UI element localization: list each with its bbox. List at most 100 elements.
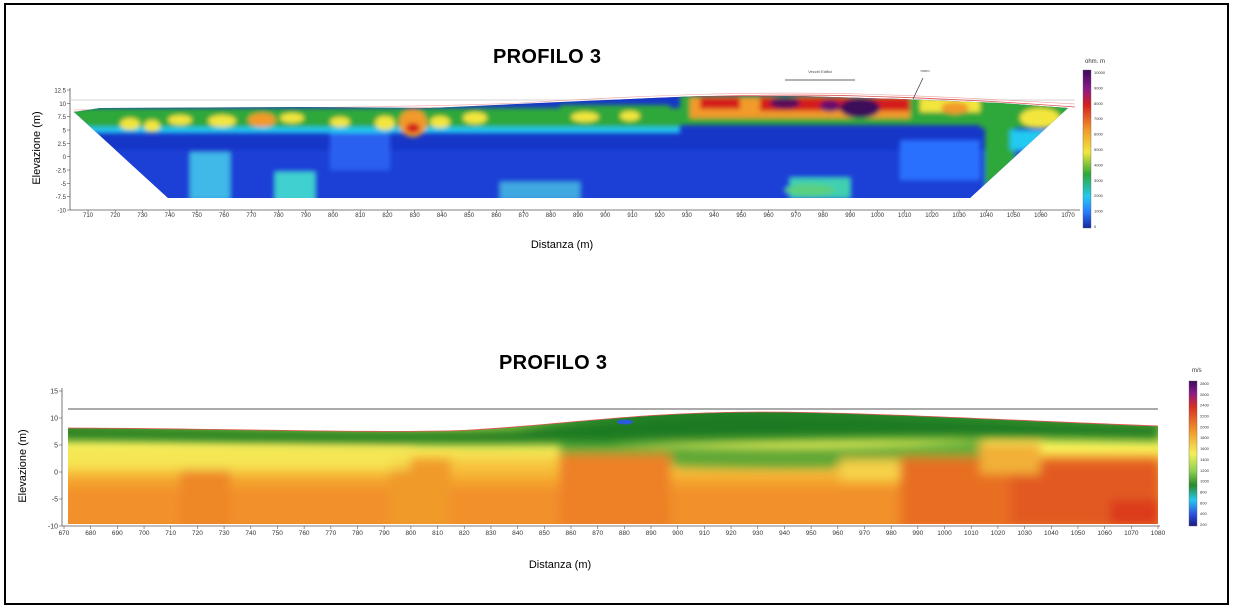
chart1-x-tick-label: 1060	[1034, 213, 1048, 219]
chart2-x-tick-label: 780	[352, 530, 363, 537]
chart1-x-tick-label: 800	[328, 213, 339, 219]
chart2-x-tick-label: 770	[325, 530, 336, 537]
chart2-x-tick-label: 1030	[1017, 530, 1032, 537]
chart2-x-tick-label: 910	[699, 530, 710, 537]
chart2-x-tick-label: 1040	[1044, 530, 1059, 537]
chart2-x-tick-label: 900	[672, 530, 683, 537]
chart2-x-tick-label: 1010	[964, 530, 979, 537]
chart2-x-tick-label: 840	[512, 530, 523, 537]
chart2-x-tick-label: 920	[726, 530, 737, 537]
chart2-colorbar-tick-label: 1200	[1200, 468, 1210, 473]
chart2-x-tick-label: 680	[85, 530, 96, 537]
chart1-colorbar-tick-label: 2000	[1094, 193, 1104, 198]
chart2-x-tick-label: 700	[139, 530, 150, 537]
chart1-colorbar-tick-label: 6000	[1094, 132, 1104, 137]
chart2-x-tick-label: 730	[219, 530, 230, 537]
chart1-svg: -10 -7.5 -5 -2.5 0 2.5 5 7.5 10 12.5 710 720 730 740…	[31, 59, 1106, 251]
chart2-y-tick-label: 15	[50, 389, 58, 396]
chart1-x-tick-label: 890	[573, 213, 584, 219]
chart1-x-tick-label: 940	[709, 213, 720, 219]
chart2-ylabel: Elevazione (m)	[17, 429, 29, 502]
chart2-colorbar-tick-label: 1600	[1200, 446, 1210, 451]
chart1-x-tick-label: 1040	[980, 213, 994, 219]
chart2-x-tick-label: 930	[752, 530, 763, 537]
chart2-x-tick-label: 790	[379, 530, 390, 537]
chart1-x-tick-label: 850	[464, 213, 475, 219]
chart2-colorbar-tick-label: 2200	[1200, 414, 1210, 419]
chart2-colorbar-tick-label: 2600	[1200, 392, 1210, 397]
chart2-heatmap	[68, 412, 1158, 524]
chart2-colorbar-tick-label: 1000	[1200, 479, 1210, 484]
chart1-colorbar-tick-label: 10000	[1094, 70, 1106, 75]
chart2-x-tick-label: 850	[539, 530, 550, 537]
chart1-x-tick-label: 720	[110, 213, 121, 219]
chart1-x-tick-label: 810	[355, 213, 366, 219]
chart1-x-tick-label: 1050	[1007, 213, 1021, 219]
chart1-y-tick-label: 5	[63, 129, 67, 135]
chart1-x-tick-label: 1000	[871, 213, 885, 219]
chart1-x-tick-label: 1020	[925, 213, 939, 219]
chart1-x-tick-label: 880	[546, 213, 557, 219]
chart2-x-tick-label: 870	[592, 530, 603, 537]
chart2-x-tick-label: 860	[566, 530, 577, 537]
chart2-x-tick-label: 1000	[937, 530, 952, 537]
chart1-colorbar-tick-label: 8000	[1094, 101, 1104, 106]
chart2-title: PROFILO 3	[499, 352, 608, 374]
chart1-colorbar-tick-label: 5000	[1094, 147, 1104, 152]
chart1-x-tick-label: 750	[192, 213, 203, 219]
chart2-x-tick-label: 950	[806, 530, 817, 537]
chart1-heatmap	[74, 96, 1068, 198]
chart2-x-tick-label: 970	[859, 530, 870, 537]
chart1-x-tick-label: 920	[655, 213, 666, 219]
chart1-x-tick-label: 840	[437, 213, 448, 219]
chart2-x-tick-label: 960	[832, 530, 843, 537]
chart2-x-tick-label: 940	[779, 530, 790, 537]
chart1-y-tick-label: -5	[61, 182, 67, 188]
chart2-y-tick-label: -5	[52, 497, 58, 504]
chart2-x-tick-label: 1080	[1151, 530, 1166, 537]
chart1-x-tick-label: 930	[682, 213, 693, 219]
chart2-x-tick-label: 750	[272, 530, 283, 537]
chart1-x-tick-label: 820	[382, 213, 393, 219]
chart1-y-tick-label: 12.5	[54, 89, 66, 95]
chart1-x-tick-label: 1070	[1061, 213, 1075, 219]
chart1-title: PROFILO 3	[493, 46, 602, 68]
chart1-x-tick-label: 790	[301, 213, 312, 219]
chart2-x-tick-label: 1050	[1071, 530, 1086, 537]
chart2-colorbar-tick-label: 800	[1200, 489, 1207, 494]
chart1-y-tick-label: -10	[57, 209, 66, 215]
chart2-colorbar-tick-label: 600	[1200, 500, 1207, 505]
chart2-x-tick-label: 800	[405, 530, 416, 537]
chart1-colorbar	[1082, 69, 1092, 229]
chart2-x-tick-label: 890	[646, 530, 657, 537]
chart1-colorbar-tick-label: 3000	[1094, 178, 1104, 183]
chart2-y-tick-label: -10	[48, 524, 58, 531]
chart2-x-tick-label: 690	[112, 530, 123, 537]
chart1-x-tick-label: 960	[764, 213, 775, 219]
chart1-x-tick-label: 980	[818, 213, 829, 219]
chart2-x-tick-label: 710	[165, 530, 176, 537]
chart1-x-tick-label: 900	[600, 213, 611, 219]
chart1-x-tick-label: 770	[246, 213, 257, 219]
chart2-colorbar-tick-label: 2800	[1200, 381, 1210, 386]
chart2-colorbar-tick-label: 1800	[1200, 435, 1210, 440]
chart2-x-tick-label: 670	[59, 530, 70, 537]
chart2-x-tick-label: 880	[619, 530, 630, 537]
chart1-colorbar-tick-label: 7000	[1094, 116, 1104, 121]
chart2-x-tick-label: 980	[886, 530, 897, 537]
chart1-x-tick-label: 780	[274, 213, 285, 219]
chart2-y-tick-label: 5	[54, 443, 58, 450]
chart2-x-tick-label: 760	[299, 530, 310, 537]
chart1-x-tick-label: 910	[627, 213, 638, 219]
chart1-colorbar-tick-label: 1000	[1094, 209, 1104, 214]
chart1-colorbar-tick-label: 0	[1094, 224, 1097, 229]
chart1-x-tick-label: 760	[219, 213, 230, 219]
chart2-colorbar-tick-label: 1400	[1200, 457, 1210, 462]
chart1-annotation-old-buildings: Vecchi Edifici	[808, 69, 832, 74]
chart2-xlabel: Distanza (m)	[529, 559, 591, 571]
chart1-y-tick-label: -7.5	[56, 195, 67, 201]
chart2-colorbar-unit: m/s	[1192, 368, 1202, 374]
chart1-y-tick-label: -2.5	[56, 169, 67, 175]
chart2-x-tick-label: 1060	[1097, 530, 1112, 537]
